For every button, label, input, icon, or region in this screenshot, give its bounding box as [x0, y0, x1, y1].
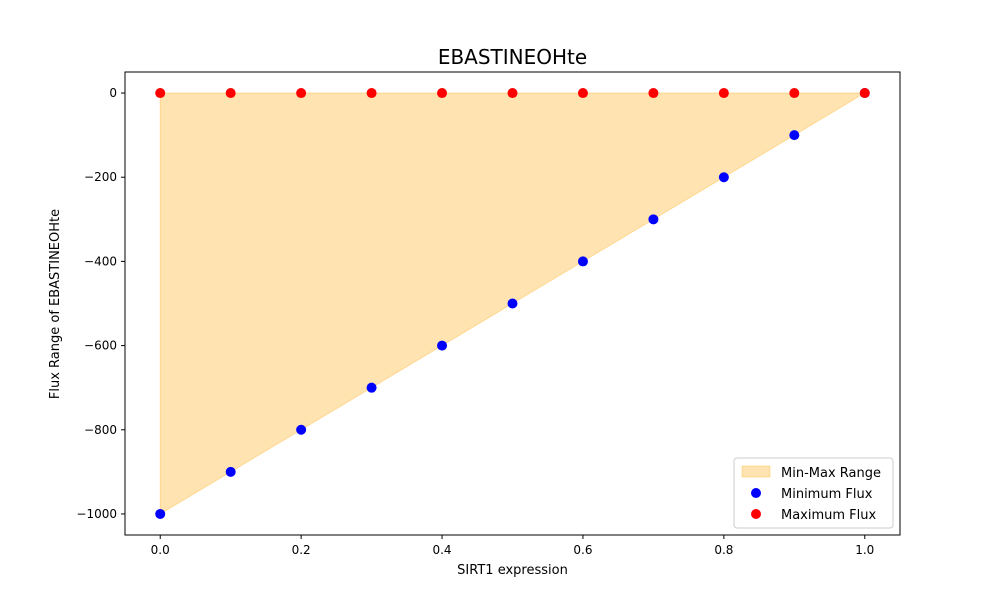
max-flux-point	[296, 88, 307, 99]
min-flux-point	[648, 214, 659, 225]
x-tick-label: 0.4	[432, 543, 451, 557]
y-tick-label: −400	[84, 254, 117, 268]
min-flux-point	[437, 340, 448, 351]
x-axis-label: SIRT1 expression	[457, 563, 568, 578]
x-tick-label: 0.2	[292, 543, 311, 557]
min-flux-point	[577, 256, 588, 267]
y-tick-label: −800	[84, 423, 117, 437]
max-flux-point	[648, 88, 659, 99]
y-axis: 0 −200 −400 −600 −800 −1000	[76, 86, 125, 521]
min-flux-point	[789, 130, 800, 141]
max-flux-point	[859, 88, 870, 99]
min-flux-point	[718, 172, 729, 183]
legend: Min-Max Range Minimum Flux Maximum Flux	[733, 457, 894, 529]
legend-max-marker	[751, 509, 761, 519]
min-flux-point	[296, 424, 307, 435]
max-flux-point	[507, 88, 518, 99]
min-flux-point	[155, 508, 166, 519]
legend-max-label: Maximum Flux	[781, 508, 877, 523]
chart-title: EBASTINEOHte	[438, 45, 587, 69]
y-tick-label: −200	[84, 170, 117, 184]
y-tick-label: −1000	[76, 507, 117, 521]
legend-min-label: Minimum Flux	[781, 487, 873, 502]
max-flux-point	[225, 88, 236, 99]
x-tick-label: 0.8	[714, 543, 733, 557]
min-flux-point	[225, 466, 236, 477]
max-flux-point	[437, 88, 448, 99]
legend-min-marker	[751, 488, 761, 498]
max-flux-point	[577, 88, 588, 99]
y-tick-label: −600	[84, 339, 117, 353]
x-tick-label: 0.0	[151, 543, 170, 557]
plot-area	[155, 88, 870, 519]
legend-range-label: Min-Max Range	[781, 466, 881, 481]
legend-box	[733, 457, 894, 529]
range-fill	[159, 92, 867, 515]
max-flux-point	[155, 88, 166, 99]
max-flux-point	[366, 88, 377, 99]
min-flux-point	[507, 298, 518, 309]
y-tick-label: 0	[109, 86, 117, 100]
legend-range-swatch	[741, 465, 771, 478]
x-tick-label: 1.0	[855, 543, 874, 557]
max-flux-point	[718, 88, 729, 99]
x-axis: 0.0 0.2 0.4 0.6 0.8 1.0	[151, 535, 874, 557]
max-flux-point	[789, 88, 800, 99]
y-axis-label: Flux Range of EBASTINEOHte	[48, 209, 63, 399]
min-flux-point	[366, 382, 377, 393]
plot-frame	[124, 71, 901, 536]
x-tick-label: 0.6	[573, 543, 592, 557]
